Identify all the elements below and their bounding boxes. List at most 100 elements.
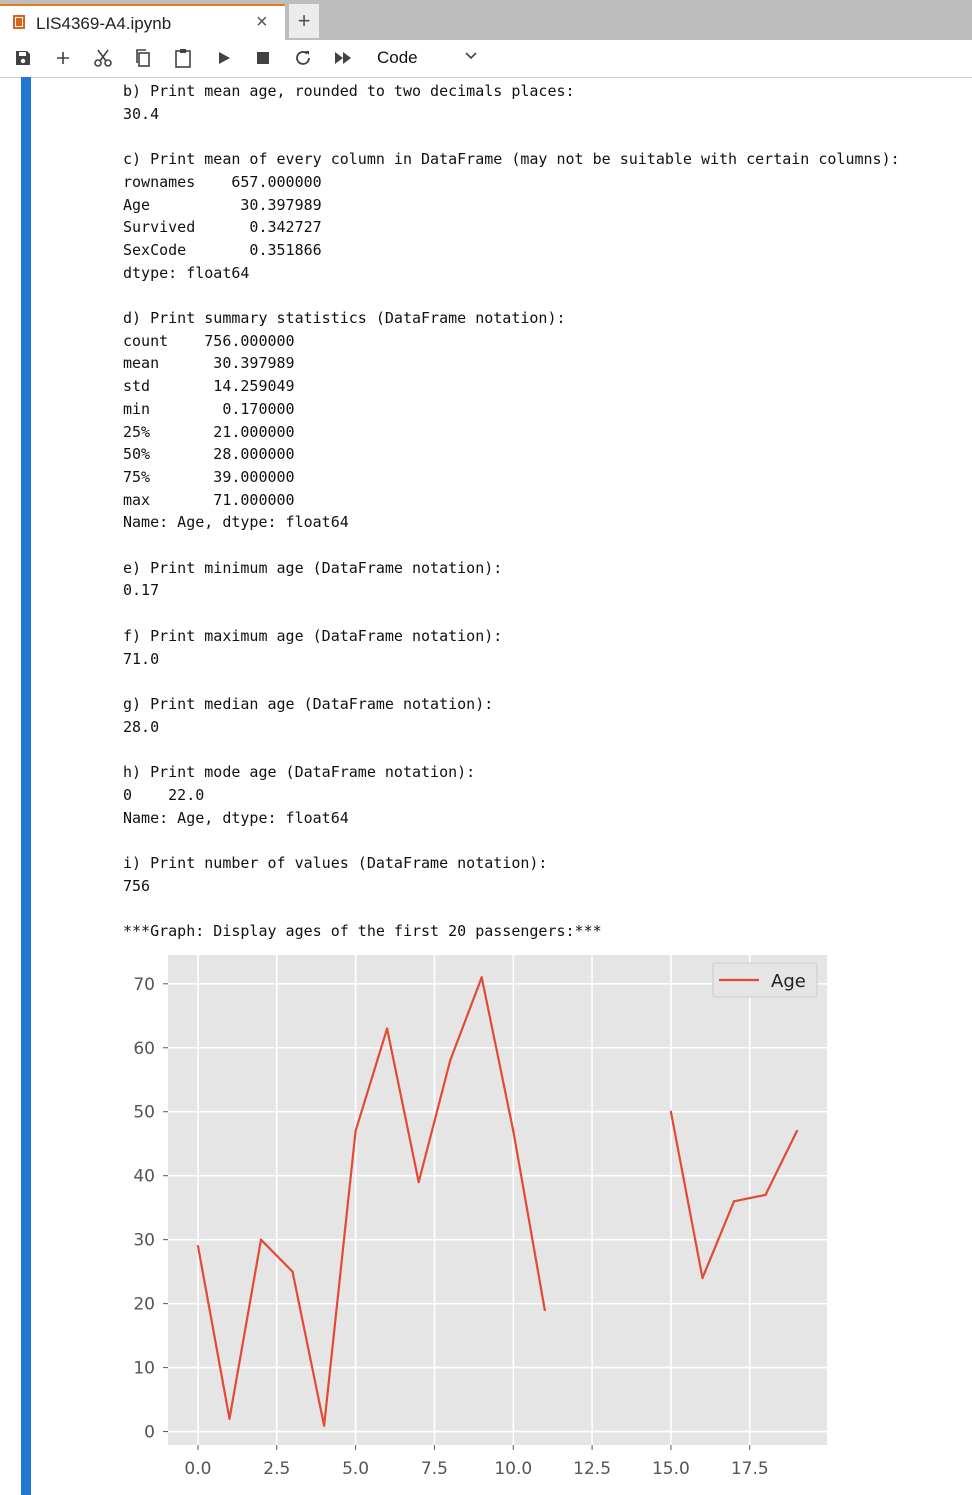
cell-type-select[interactable]: Code <box>377 48 418 67</box>
chevron-down-icon[interactable] <box>463 47 479 68</box>
output-line: f) Print maximum age (DataFrame notation… <box>123 626 503 645</box>
data-point <box>196 1244 200 1248</box>
output-line: i) Print number of values (DataFrame not… <box>123 853 548 872</box>
plus-icon <box>57 52 69 64</box>
notebook-icon <box>13 15 25 29</box>
output-line: std 14.259049 <box>123 377 295 396</box>
new-tab-button[interactable]: + <box>289 4 319 38</box>
y-tick-label: 70 <box>133 975 155 995</box>
x-tick-label: 2.5 <box>263 1459 290 1479</box>
output-line: 25% 21.000000 <box>123 422 295 441</box>
output-line: Name: Age, dtype: float64 <box>123 513 349 532</box>
output-line: count 756.000000 <box>123 331 295 350</box>
active-cell-indicator <box>21 77 31 1495</box>
output-line <box>123 738 900 761</box>
fast-forward-icon <box>335 52 351 64</box>
output-line <box>123 534 900 557</box>
data-point <box>543 1308 546 1312</box>
restart-button[interactable] <box>290 46 316 70</box>
output-line: SexCode 0.351866 <box>123 240 322 259</box>
insert-cell-button[interactable] <box>50 46 76 70</box>
output-line: 75% 39.000000 <box>123 467 295 486</box>
tab-bar: LIS4369-A4.ipynb × + <box>0 0 972 40</box>
output-line: rownames 657.000000 <box>123 172 322 191</box>
data-point <box>259 1238 263 1241</box>
output-line <box>123 829 900 852</box>
output-line: 50% 28.000000 <box>123 445 295 464</box>
output-line: 756 <box>123 876 151 895</box>
save-icon <box>16 51 30 65</box>
copy-button[interactable] <box>130 46 156 70</box>
output-line: b) Print mean age, rounded to two decima… <box>123 82 575 100</box>
data-point <box>732 1200 736 1203</box>
notebook-toolbar: Code <box>0 40 972 78</box>
y-tick-label: 20 <box>133 1295 155 1315</box>
y-tick-label: 40 <box>133 1167 155 1187</box>
y-tick-label: 10 <box>133 1359 155 1379</box>
paste-button[interactable] <box>170 46 196 70</box>
output-line: g) Print median age (DataFrame notation)… <box>123 694 494 713</box>
data-point <box>322 1424 326 1427</box>
scissors-icon <box>94 49 112 67</box>
tab-title: LIS4369-A4.ipynb <box>36 14 172 33</box>
data-point <box>512 1129 515 1133</box>
plot-area <box>168 955 827 1445</box>
output-line <box>123 125 900 148</box>
output-line: 0 22.0 <box>123 785 205 804</box>
data-point <box>449 1059 452 1062</box>
output-line: h) Print mode age (DataFrame notation): <box>123 763 476 782</box>
output-line: 30.4 <box>123 104 160 123</box>
data-point <box>480 976 483 979</box>
output-line <box>123 602 900 625</box>
output-line: max 71.000000 <box>123 490 295 509</box>
data-point <box>795 1129 799 1133</box>
cut-button[interactable] <box>90 46 116 70</box>
stop-button[interactable] <box>250 46 276 70</box>
close-tab-icon[interactable]: × <box>256 11 268 33</box>
copy-icon <box>136 49 150 67</box>
clipboard-icon <box>175 49 191 68</box>
x-tick-label: 12.5 <box>573 1459 611 1479</box>
y-tick-label: 60 <box>133 1039 155 1059</box>
output-line <box>123 897 900 920</box>
output-line: 28.0 <box>123 717 160 736</box>
x-tick-label: 10.0 <box>494 1459 532 1479</box>
run-button[interactable] <box>211 46 237 70</box>
y-tick-label: 30 <box>133 1231 155 1251</box>
output-line: c) Print mean of every column in DataFra… <box>123 150 900 169</box>
output-line: Name: Age, dtype: float64 <box>123 808 349 827</box>
output-line: Survived 0.342727 <box>123 218 322 237</box>
cell-output-text: b) Print mean age, rounded to two decima… <box>123 80 900 943</box>
x-tick-label: 7.5 <box>421 1459 448 1479</box>
output-line: d) Print summary statistics (DataFrame n… <box>123 309 566 328</box>
data-point <box>417 1180 420 1184</box>
data-point <box>386 1027 389 1030</box>
output-line: mean 30.397989 <box>123 354 295 373</box>
output-line: Age 30.397989 <box>123 195 322 214</box>
x-tick-label: 17.5 <box>731 1459 769 1479</box>
stop-icon <box>257 52 269 64</box>
data-point <box>291 1270 294 1273</box>
output-line <box>123 670 900 693</box>
output-line: 0.17 <box>123 581 160 600</box>
output-line: e) Print minimum age (DataFrame notation… <box>123 558 503 577</box>
save-button[interactable] <box>10 46 36 70</box>
output-line: dtype: float64 <box>123 263 250 282</box>
play-icon <box>219 52 230 64</box>
y-tick-label: 0 <box>144 1423 155 1443</box>
output-line: min 0.170000 <box>123 399 295 418</box>
y-tick-label: 50 <box>133 1103 155 1123</box>
output-line <box>123 284 900 307</box>
x-tick-label: 5.0 <box>342 1459 369 1479</box>
output-line: ***Graph: Display ages of the first 20 p… <box>123 922 602 941</box>
x-tick-label: 0.0 <box>184 1459 211 1479</box>
restart-run-all-button[interactable] <box>330 46 356 70</box>
data-point <box>764 1193 767 1196</box>
refresh-icon <box>296 51 310 65</box>
data-point <box>228 1417 231 1420</box>
legend-label: Age <box>771 971 806 992</box>
notebook-tab[interactable]: LIS4369-A4.ipynb × <box>0 4 285 40</box>
x-tick-label: 15.0 <box>652 1459 690 1479</box>
data-point <box>354 1129 357 1133</box>
output-line: 71.0 <box>123 649 160 668</box>
